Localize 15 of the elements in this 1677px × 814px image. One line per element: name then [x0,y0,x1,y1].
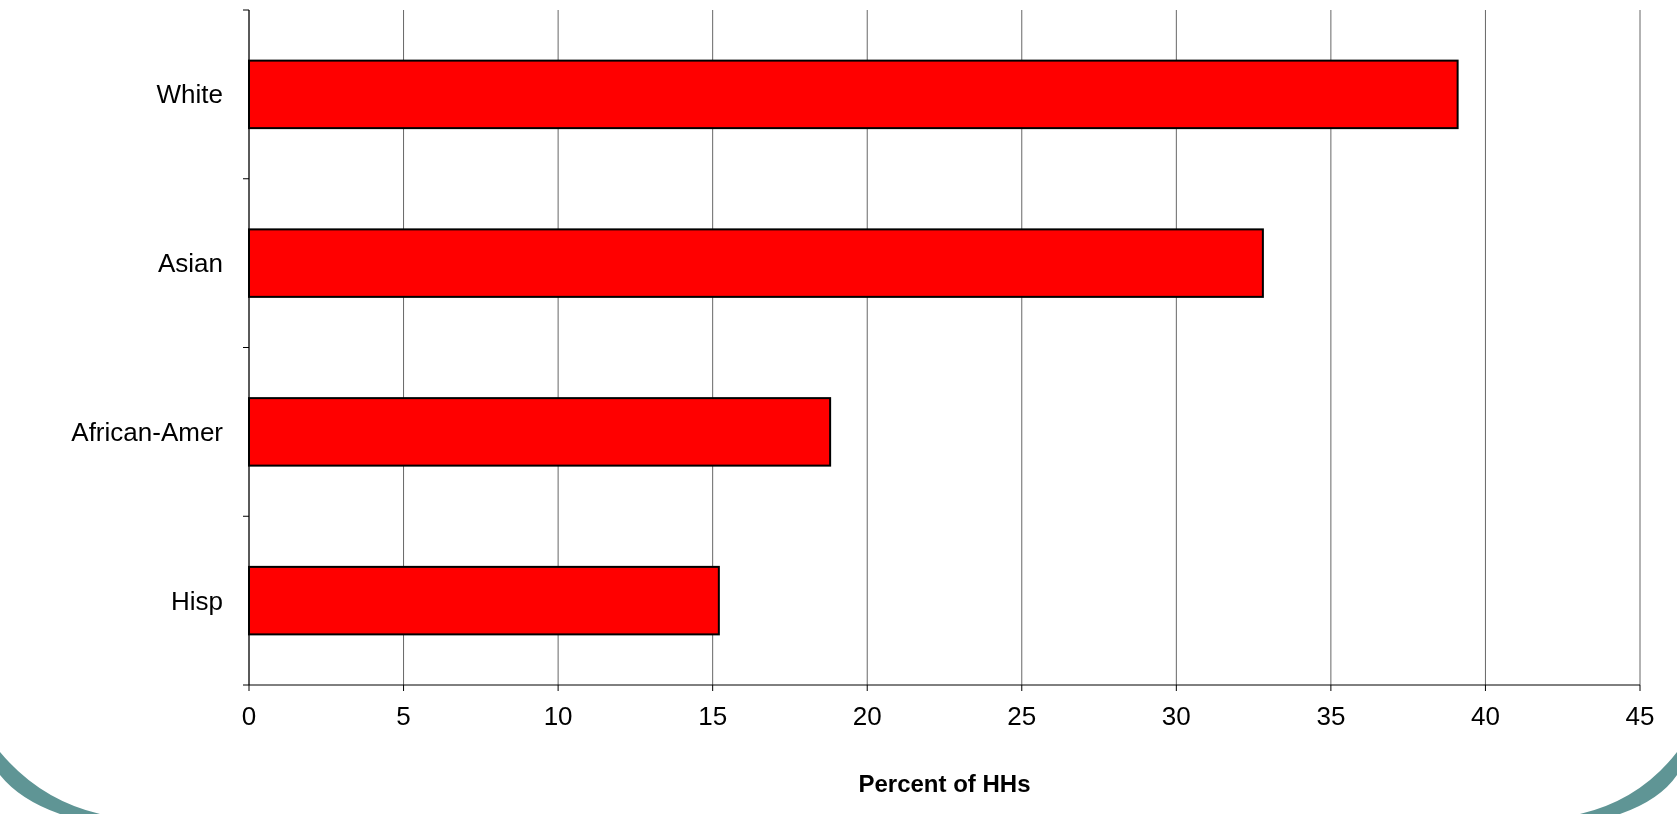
x-tick-label: 0 [241,701,257,731]
x-tick-label: 45 [1625,701,1655,731]
y-tick-label: White [156,79,223,110]
x-tick-label: 40 [1470,701,1500,731]
y-tick-label: Asian [157,248,223,279]
x-tick-label: 5 [396,701,411,731]
x-tick-label: 35 [1316,701,1346,731]
x-tick-label: 25 [1007,701,1037,731]
y-tick-label: Hisp [170,585,223,616]
x-tick-label: 20 [852,701,882,731]
x-tick-label: 30 [1161,701,1191,731]
y-tick-label: African-Amer [71,416,224,447]
x-axis-title: Percent of HHs [858,770,1031,797]
x-tick-label: 10 [543,701,573,731]
x-tick-label: 15 [698,701,728,731]
